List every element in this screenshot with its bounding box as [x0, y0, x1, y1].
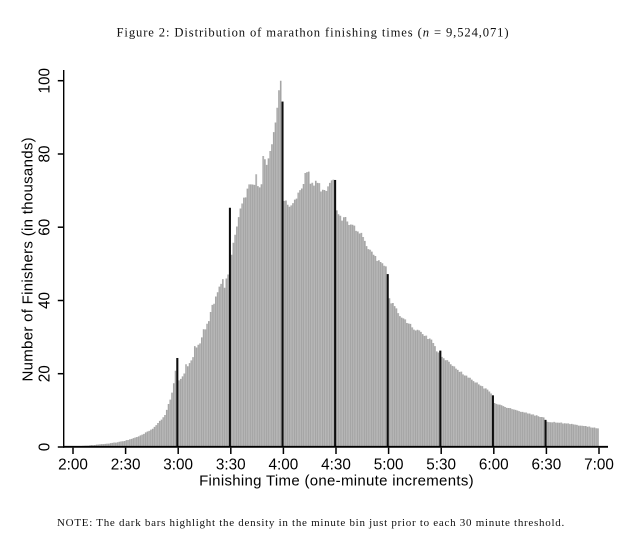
svg-text:5:00: 5:00: [374, 457, 404, 474]
svg-text:2:00: 2:00: [58, 457, 88, 474]
svg-text:3:00: 3:00: [163, 457, 193, 474]
svg-text:Figure 2: Distribution of mara: Figure 2: Distribution of marathon finis…: [117, 26, 510, 40]
svg-text:6:00: 6:00: [479, 457, 509, 474]
svg-text:0: 0: [37, 443, 54, 452]
svg-text:4:00: 4:00: [269, 457, 299, 474]
svg-text:NOTE: The dark bars highlight: NOTE: The dark bars highlight the densit…: [57, 517, 565, 529]
svg-text:4:30: 4:30: [321, 457, 351, 474]
svg-text:6:30: 6:30: [532, 457, 562, 474]
svg-text:20: 20: [37, 365, 54, 382]
svg-text:Finishing Time (one-minute inc: Finishing Time (one-minute increments): [199, 473, 474, 490]
svg-text:7:00: 7:00: [584, 457, 614, 474]
svg-text:3:30: 3:30: [216, 457, 246, 474]
svg-text:60: 60: [37, 219, 54, 236]
svg-text:40: 40: [37, 292, 54, 309]
svg-text:Number of Finishers (in thousa: Number of Finishers (in thousands): [19, 137, 36, 381]
svg-text:100: 100: [37, 68, 54, 94]
svg-text:5:30: 5:30: [426, 457, 456, 474]
svg-text:80: 80: [37, 145, 54, 162]
svg-text:2:30: 2:30: [111, 457, 141, 474]
